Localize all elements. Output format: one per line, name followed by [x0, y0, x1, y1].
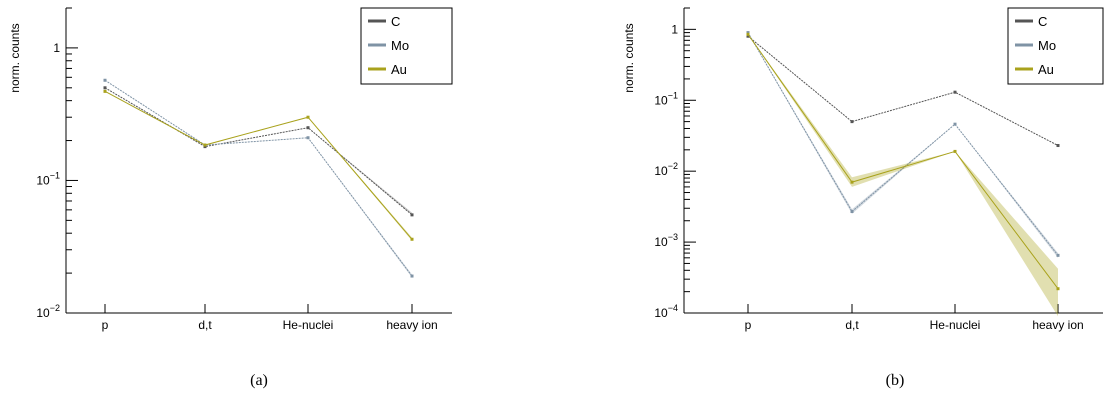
series-line-au	[104, 90, 413, 240]
series-band-au	[105, 91, 412, 241]
data-point-mo	[850, 209, 854, 213]
y-tick-mantissa: 10	[654, 235, 668, 249]
data-point-au	[1056, 287, 1060, 291]
legend-label-au: Au	[391, 62, 407, 77]
x-tick-label: d,t	[845, 318, 859, 332]
legend-label-c: C	[1038, 14, 1047, 29]
series-line-mo	[747, 32, 1059, 256]
data-point-au	[953, 149, 957, 153]
y-tick-mantissa: 10	[36, 173, 50, 187]
y-tick-label: 10−1	[36, 170, 60, 187]
series-line-c	[104, 87, 413, 216]
legend-label-mo: Mo	[1038, 38, 1056, 53]
data-point-au	[410, 237, 414, 241]
legend-label-au: Au	[1038, 62, 1054, 77]
panel-caption: (b)	[886, 372, 905, 389]
x-tick-label: p	[745, 318, 752, 332]
y-tick-exponent: −1	[50, 170, 60, 180]
y-tick-label: 10−3	[654, 232, 678, 249]
x-tick-label: He-nuclei	[930, 318, 981, 332]
x-tick-label: heavy ion	[386, 318, 437, 332]
data-point-mo	[746, 31, 750, 35]
y-axis-title: norm. counts	[622, 23, 636, 92]
data-point-mo	[1056, 253, 1060, 257]
data-point-c	[1056, 144, 1060, 148]
y-tick-label: 1	[53, 41, 60, 55]
panel-caption: (a)	[250, 372, 268, 389]
y-tick-exponent: −2	[668, 161, 678, 171]
series-band-c	[105, 87, 412, 215]
y-tick-mantissa: 10	[654, 164, 668, 178]
legend-label-c: C	[391, 14, 400, 29]
y-tick-exponent: −3	[668, 232, 678, 242]
x-tick-label: p	[102, 318, 109, 332]
x-tick-label: He-nuclei	[283, 318, 334, 332]
data-point-c	[850, 120, 854, 124]
y-tick-label: 10−1	[654, 90, 678, 107]
x-tick-label: heavy ion	[1032, 318, 1083, 332]
legend-label-mo: Mo	[391, 38, 409, 53]
chart-panel-b: 110−110−210−310−4p d,t He-nuclei heavy ionn…	[622, 7, 1104, 389]
y-tick-label: 10−4	[654, 303, 678, 320]
data-point-mo	[410, 274, 414, 278]
y-tick-exponent: −4	[668, 303, 678, 313]
y-tick-mantissa: 10	[654, 306, 668, 320]
y-tick-label: 1	[671, 22, 678, 36]
series-line-au	[747, 34, 1059, 290]
series-line-mo	[104, 79, 413, 277]
y-tick-exponent: −2	[50, 303, 60, 313]
data-point-c	[410, 213, 414, 217]
y-tick-label: 10−2	[654, 161, 678, 178]
y-tick-mantissa: 10	[36, 306, 50, 320]
data-point-au	[850, 180, 854, 184]
y-axis-title: norm. counts	[8, 23, 22, 92]
y-tick-mantissa: 10	[654, 93, 668, 107]
data-point-au	[306, 115, 310, 119]
data-point-c	[203, 145, 207, 149]
y-tick-exponent: −1	[668, 90, 678, 100]
data-point-au	[103, 89, 107, 93]
series-line-c	[747, 35, 1059, 146]
x-tick-label: d,t	[198, 318, 212, 332]
y-tick-label: 10−2	[36, 303, 60, 320]
data-point-mo	[103, 78, 107, 82]
data-point-mo	[306, 136, 310, 140]
data-point-c	[306, 126, 310, 130]
data-point-c	[103, 86, 107, 90]
data-point-au	[203, 143, 207, 147]
data-point-c	[953, 90, 957, 94]
data-point-au	[746, 32, 750, 36]
data-point-mo	[953, 122, 957, 126]
data-point-c	[746, 34, 750, 38]
